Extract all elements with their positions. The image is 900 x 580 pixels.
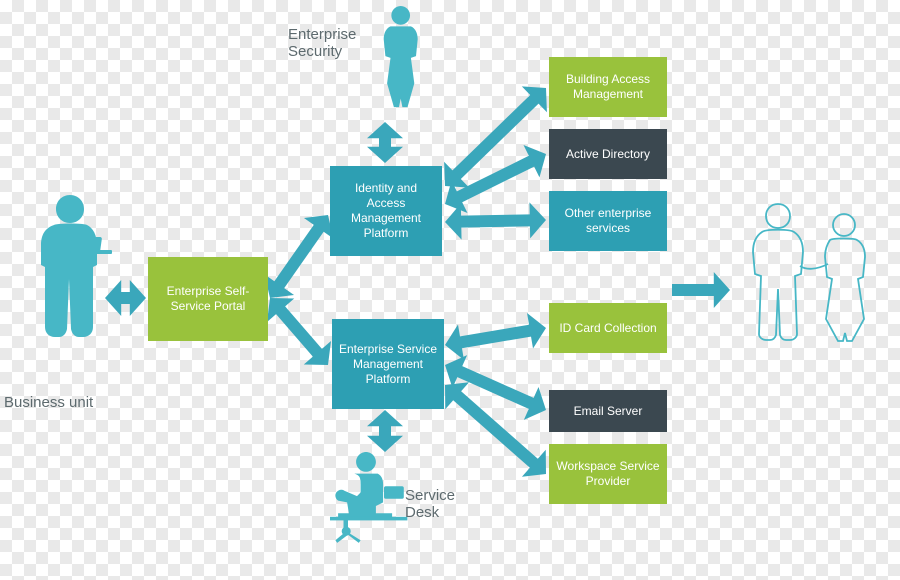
- arrow: [445, 202, 547, 240]
- label-bu: Business unit: [4, 394, 93, 411]
- node-esm: Enterprise Service Management Platform: [332, 319, 444, 409]
- node-s6-label: Workspace Service Provider: [555, 459, 661, 489]
- arrow: [672, 272, 730, 308]
- node-s3-label: Other enterprise services: [555, 206, 661, 236]
- node-s3: Other enterprise services: [549, 191, 667, 251]
- node-s2-label: Active Directory: [566, 147, 650, 162]
- node-s1-label: Building Access Management: [555, 72, 661, 102]
- node-s2: Active Directory: [549, 129, 667, 179]
- label-sec-text: Enterprise Security: [288, 26, 356, 60]
- arrow: [438, 349, 554, 427]
- arrow: [256, 286, 341, 377]
- arrow: [105, 280, 146, 316]
- arrow: [367, 410, 403, 452]
- label-sec: Enterprise Security: [288, 26, 356, 60]
- arrow: [437, 138, 554, 220]
- business-unit-icon: [41, 195, 112, 337]
- node-s1: Building Access Management: [549, 57, 667, 117]
- node-s4-label: ID Card Collection: [559, 321, 656, 336]
- node-esm-label: Enterprise Service Management Platform: [338, 342, 438, 387]
- arrow: [442, 310, 549, 363]
- service-desk-icon: [330, 452, 407, 543]
- enterprise-security-icon: [384, 6, 418, 107]
- node-iam: Identity and Access Management Platform: [330, 166, 442, 256]
- label-desk: Service Desk: [405, 487, 455, 521]
- node-portal: Enterprise Self- Service Portal: [148, 257, 268, 341]
- label-bu-text: Business unit: [4, 394, 93, 411]
- arrow: [433, 371, 558, 487]
- node-s5-label: Email Server: [574, 404, 643, 419]
- arrow: [432, 75, 558, 199]
- label-desk-text: Service Desk: [405, 487, 455, 521]
- node-iam-label: Identity and Access Management Platform: [336, 181, 436, 241]
- node-s5: Email Server: [549, 390, 667, 432]
- node-s6: Workspace Service Provider: [549, 444, 667, 504]
- arrow: [367, 122, 403, 163]
- outcome-people-icon: [753, 204, 865, 341]
- node-portal-label: Enterprise Self- Service Portal: [154, 284, 262, 314]
- node-s4: ID Card Collection: [549, 303, 667, 353]
